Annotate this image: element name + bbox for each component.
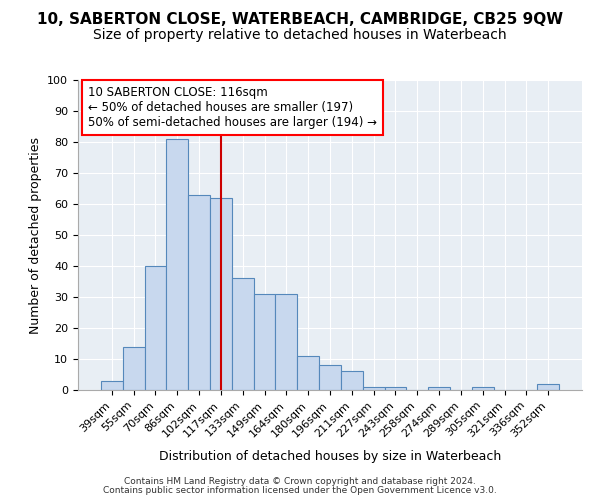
- Bar: [254, 294, 275, 390]
- Bar: [385, 387, 406, 390]
- X-axis label: Distribution of detached houses by size in Waterbeach: Distribution of detached houses by size …: [159, 450, 501, 463]
- Bar: [428, 387, 450, 390]
- Text: 10, SABERTON CLOSE, WATERBEACH, CAMBRIDGE, CB25 9QW: 10, SABERTON CLOSE, WATERBEACH, CAMBRIDG…: [37, 12, 563, 28]
- Bar: [472, 387, 494, 390]
- Bar: [363, 387, 385, 390]
- Bar: [319, 365, 341, 390]
- Bar: [297, 356, 319, 390]
- Bar: [188, 194, 210, 390]
- Bar: [123, 346, 145, 390]
- Text: Size of property relative to detached houses in Waterbeach: Size of property relative to detached ho…: [93, 28, 507, 42]
- Bar: [537, 384, 559, 390]
- Text: 10 SABERTON CLOSE: 116sqm
← 50% of detached houses are smaller (197)
50% of semi: 10 SABERTON CLOSE: 116sqm ← 50% of detac…: [88, 86, 377, 129]
- Bar: [232, 278, 254, 390]
- Text: Contains HM Land Registry data © Crown copyright and database right 2024.: Contains HM Land Registry data © Crown c…: [124, 477, 476, 486]
- Bar: [101, 380, 123, 390]
- Bar: [341, 372, 363, 390]
- Bar: [210, 198, 232, 390]
- Bar: [275, 294, 297, 390]
- Y-axis label: Number of detached properties: Number of detached properties: [29, 136, 42, 334]
- Bar: [166, 139, 188, 390]
- Text: Contains public sector information licensed under the Open Government Licence v3: Contains public sector information licen…: [103, 486, 497, 495]
- Bar: [145, 266, 166, 390]
